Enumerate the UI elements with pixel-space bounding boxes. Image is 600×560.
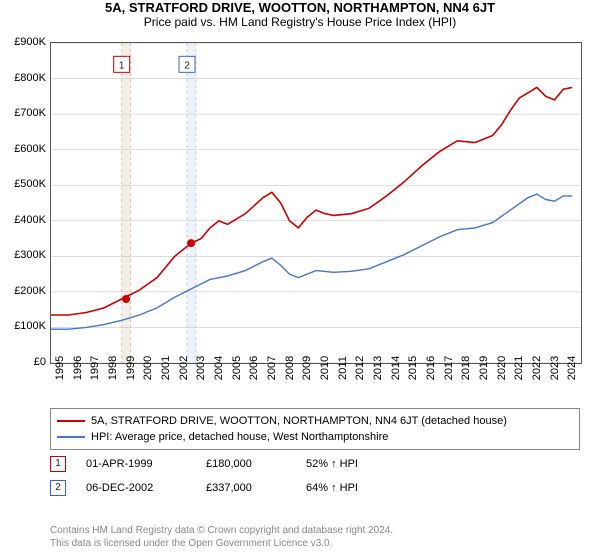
x-axis-tick-label: 2007 <box>266 356 278 380</box>
x-axis-tick-label: 2023 <box>549 356 561 380</box>
transaction-date: 06-DEC-2002 <box>86 482 186 494</box>
chart-subtitle: Price paid vs. HM Land Registry's House … <box>0 15 600 29</box>
legend-label: 5A, STRATFORD DRIVE, WOOTTON, NORTHAMPTO… <box>91 415 507 427</box>
footer-attribution: Contains HM Land Registry data © Crown c… <box>50 524 393 550</box>
y-axis-tick-label: £0 <box>2 356 46 368</box>
x-axis-tick-label: 2015 <box>407 356 419 380</box>
x-axis-tick-label: 2024 <box>566 356 578 380</box>
y-axis-tick-label: £100K <box>2 320 46 332</box>
transaction-price: £337,000 <box>206 482 286 494</box>
x-axis-tick-label: 2001 <box>160 356 172 380</box>
highlight-band <box>187 43 196 363</box>
x-axis-tick-label: 2014 <box>390 356 402 380</box>
x-axis-tick-label: 2018 <box>460 356 472 380</box>
legend-item: HPI: Average price, detached house, West… <box>57 429 573 445</box>
transaction-marker: 1 <box>50 456 66 472</box>
y-axis-tick-label: £900K <box>2 36 46 48</box>
x-axis-tick-label: 2008 <box>284 356 296 380</box>
chart-svg: 12 <box>51 43 581 363</box>
transaction-vs-hpi: 64% ↑ HPI <box>306 482 358 494</box>
chart-title: 5A, STRATFORD DRIVE, WOOTTON, NORTHAMPTO… <box>0 0 600 15</box>
x-axis-tick-label: 2003 <box>195 356 207 380</box>
x-axis-tick-label: 1997 <box>89 356 101 380</box>
y-axis-tick-label: £300K <box>2 249 46 261</box>
y-axis-tick-label: £800K <box>2 72 46 84</box>
x-axis-tick-label: 2009 <box>301 356 313 380</box>
x-axis-tick-label: 2000 <box>142 356 154 380</box>
y-axis-tick-label: £700K <box>2 107 46 119</box>
legend-label: HPI: Average price, detached house, West… <box>91 431 388 443</box>
y-axis-tick-label: £500K <box>2 178 46 190</box>
price-marker-dot <box>122 295 130 303</box>
y-axis-tick-label: £200K <box>2 285 46 297</box>
transaction-row: 1 01-APR-1999 £180,000 52% ↑ HPI <box>50 456 358 472</box>
price-marker-dot <box>187 239 195 247</box>
x-axis-tick-label: 2011 <box>337 356 349 380</box>
y-axis-tick-label: £600K <box>2 143 46 155</box>
x-axis-tick-label: 2013 <box>372 356 384 380</box>
x-axis-tick-label: 2006 <box>248 356 260 380</box>
x-axis-tick-label: 2010 <box>319 356 331 380</box>
highlight-band <box>122 43 131 363</box>
price-marker-label: 2 <box>184 60 190 71</box>
price-chart: 12 <box>50 42 582 364</box>
x-axis-tick-label: 2017 <box>443 356 455 380</box>
transaction-marker: 2 <box>50 480 66 496</box>
legend: 5A, STRATFORD DRIVE, WOOTTON, NORTHAMPTO… <box>50 408 580 450</box>
x-axis-tick-label: 2022 <box>531 356 543 380</box>
x-axis-tick-label: 1999 <box>125 356 137 380</box>
x-axis-tick-label: 2002 <box>178 356 190 380</box>
x-axis-tick-label: 1995 <box>54 356 66 380</box>
x-axis-tick-label: 2021 <box>513 356 525 380</box>
x-axis-tick-label: 2004 <box>213 356 225 380</box>
transaction-row: 2 06-DEC-2002 £337,000 64% ↑ HPI <box>50 480 358 496</box>
price-marker-label: 1 <box>119 60 125 71</box>
transaction-date: 01-APR-1999 <box>86 458 186 470</box>
legend-swatch <box>57 420 85 422</box>
x-axis-tick-label: 1996 <box>72 356 84 380</box>
transaction-vs-hpi: 52% ↑ HPI <box>306 458 358 470</box>
x-axis-tick-label: 2012 <box>354 356 366 380</box>
x-axis-tick-label: 2019 <box>478 356 490 380</box>
x-axis-tick-label: 2005 <box>231 356 243 380</box>
x-axis-tick-label: 2020 <box>496 356 508 380</box>
x-axis-tick-label: 2016 <box>425 356 437 380</box>
legend-item: 5A, STRATFORD DRIVE, WOOTTON, NORTHAMPTO… <box>57 413 573 429</box>
footer-line-1: Contains HM Land Registry data © Crown c… <box>50 524 393 537</box>
y-axis-tick-label: £400K <box>2 214 46 226</box>
transaction-price: £180,000 <box>206 458 286 470</box>
footer-line-2: This data is licensed under the Open Gov… <box>50 537 393 550</box>
x-axis-tick-label: 1998 <box>107 356 119 380</box>
legend-swatch <box>57 436 85 438</box>
